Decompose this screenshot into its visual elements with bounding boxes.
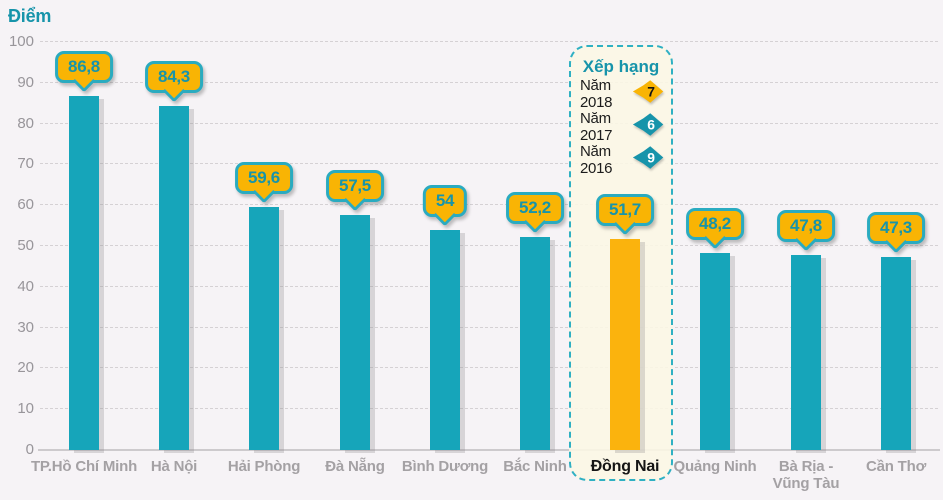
gridline-90	[40, 82, 938, 83]
gridline-80	[40, 123, 938, 124]
legend-label: Năm 2017	[580, 110, 613, 144]
rank-value: 9	[647, 149, 655, 165]
value-bubble-3: 59,6	[235, 162, 293, 204]
y-tick-label-50: 50	[17, 237, 34, 254]
legend-row-2016: Năm 2016 9	[571, 143, 671, 177]
gridline-30	[40, 327, 938, 328]
value-bubble-5: 54	[422, 185, 468, 227]
rank-diamond-icon: 9	[632, 144, 665, 176]
value-label: 48,2	[699, 214, 731, 233]
value-label: 51,7	[609, 200, 641, 219]
x-axis-line	[38, 449, 940, 451]
rank-value: 7	[647, 83, 655, 99]
value-bubble-8: 48,2	[686, 208, 744, 250]
gridline-70	[40, 163, 938, 164]
bar-6	[520, 237, 550, 450]
legend-title: Xếp hạng	[582, 57, 660, 76]
category-label-9: Bà Rịa - Vũng Tàu	[772, 458, 840, 492]
category-label-7: Đồng Nai	[590, 458, 660, 475]
y-tick-label-80: 80	[17, 115, 34, 132]
gridline-40	[40, 286, 938, 287]
legend-row-2018: Năm 2018 7	[571, 77, 671, 111]
value-bubble-9: 47,8	[777, 210, 835, 252]
value-bubble-4: 57,5	[326, 170, 384, 212]
category-label-5: Bình Dương	[401, 458, 489, 475]
category-label-3: Hải Phòng	[227, 458, 301, 475]
y-tick-label-100: 100	[8, 33, 34, 50]
value-label: 59,6	[248, 168, 280, 187]
y-axis-title: Điểm	[8, 6, 52, 26]
category-label-8: Quảng Ninh	[673, 458, 757, 475]
value-label: 54	[435, 191, 455, 210]
gridline-50	[40, 245, 938, 246]
bar-7-highlighted	[610, 239, 640, 450]
y-tick-label-30: 30	[17, 319, 34, 336]
bar-1	[69, 96, 99, 450]
bar-10	[881, 257, 911, 450]
y-tick-label-40: 40	[17, 278, 34, 295]
rank-diamond-icon: 6	[632, 111, 665, 143]
gridline-10	[40, 408, 938, 409]
y-tick-label-90: 90	[17, 74, 34, 91]
bar-5	[430, 230, 460, 450]
y-tick-label-60: 60	[17, 196, 34, 213]
value-label: 47,8	[790, 216, 822, 235]
value-label: 86,8	[68, 57, 100, 76]
category-label-1: TP.Hồ Chí Minh	[30, 458, 138, 475]
rank-diamond-icon: 7	[632, 78, 665, 110]
category-label-6: Bắc Ninh	[503, 458, 567, 475]
category-label-10: Cần Thơ	[865, 458, 927, 475]
value-label: 57,5	[339, 176, 371, 195]
value-label: 47,3	[880, 218, 912, 237]
y-tick-label-70: 70	[17, 155, 34, 172]
value-bubble-2: 84,3	[145, 61, 203, 103]
value-label: 84,3	[158, 67, 190, 86]
ranking-legend: Xếp hạng Năm 2018 7 Năm 2017 6	[571, 47, 671, 177]
y-tick-label-10: 10	[17, 400, 34, 417]
y-tick-label-20: 20	[17, 359, 34, 376]
gridline-20	[40, 367, 938, 368]
value-bubble-1: 86,8	[55, 51, 113, 93]
legend-label: Năm 2016	[580, 143, 613, 177]
value-bubble-10: 47,3	[867, 212, 925, 254]
y-tick-label-0: 0	[25, 441, 34, 458]
legend-row-2017: Năm 2017 6	[571, 110, 671, 144]
value-bubble-7: 51,7	[596, 194, 654, 236]
category-label-2: Hà Nội	[150, 458, 198, 475]
value-label: 52,2	[519, 198, 551, 217]
category-label-4: Đà Nẵng	[325, 458, 385, 475]
bar-4	[340, 215, 370, 450]
gridline-60	[40, 204, 938, 205]
bar-3	[249, 207, 279, 450]
bar-8	[700, 253, 730, 450]
legend-label: Năm 2018	[580, 77, 613, 111]
gridline-100	[40, 41, 938, 42]
rank-value: 6	[647, 116, 655, 132]
value-bubble-6: 52,2	[506, 192, 564, 234]
bar-2	[159, 106, 189, 450]
bar-9	[791, 255, 821, 450]
